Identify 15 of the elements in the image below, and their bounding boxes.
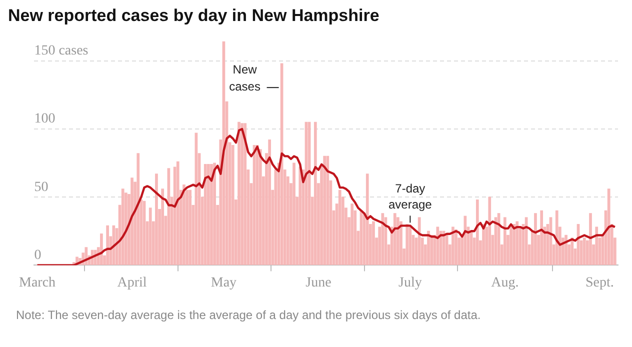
y-tick-label: 50 [34,180,48,195]
annotation: New cases [229,62,260,94]
x-tick-label: April [117,275,147,290]
x-tick-label: March [19,275,56,290]
annotation: 7-day average [388,182,432,212]
text: Note: The seven-day average is the average of a day and the previous six days of data. [16,308,482,322]
y-tick-label: 100 [34,112,56,127]
chart-title: New reported cases by day in New Hampshire [8,6,380,26]
x-tick-label: June [306,275,332,290]
x-tick-label: July [398,275,422,290]
x-tick-label: Aug. [491,275,519,290]
x-tick-label: Sept. [585,275,614,290]
x-tick-label: May [210,275,237,290]
y-tick-label: 0 [34,248,42,263]
y-tick-label: 150 cases [34,44,88,59]
